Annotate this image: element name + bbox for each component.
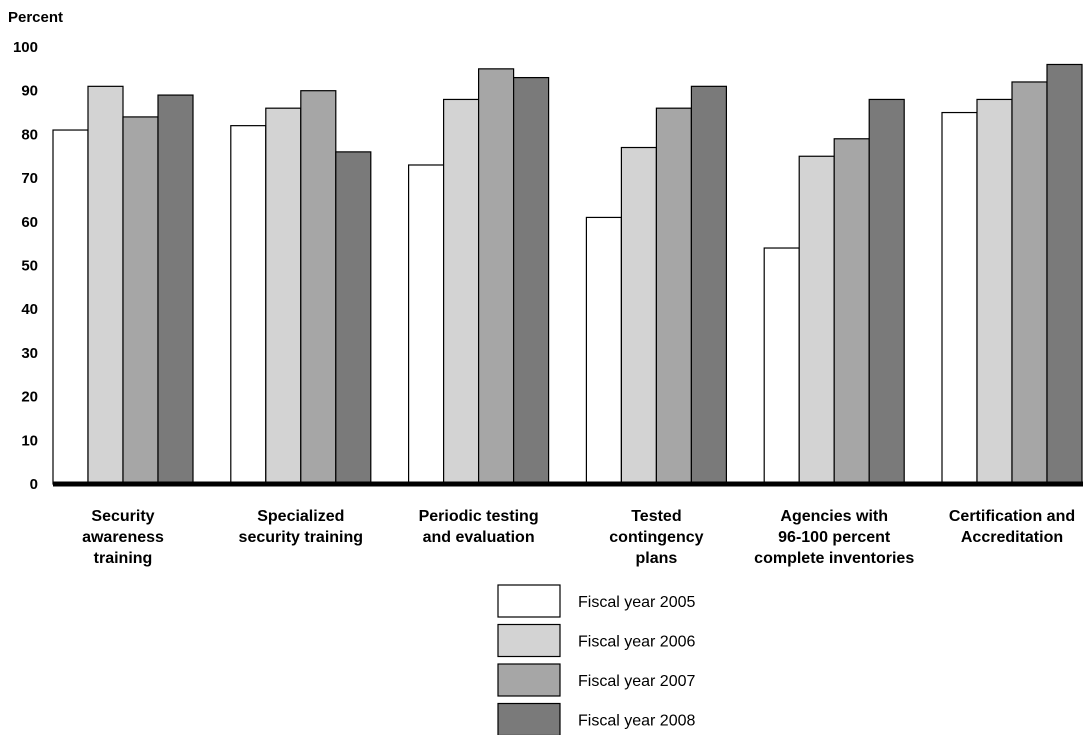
category-label: Certification and bbox=[949, 508, 1075, 525]
bar bbox=[300, 90, 337, 485]
bar bbox=[976, 98, 1013, 485]
y-tick-label: 40 bbox=[21, 301, 38, 318]
y-tick-label: 20 bbox=[21, 389, 38, 406]
legend-swatch bbox=[497, 702, 561, 735]
y-tick-label: 80 bbox=[21, 126, 38, 143]
bar bbox=[87, 85, 124, 485]
bar bbox=[408, 164, 445, 485]
bar bbox=[690, 85, 728, 485]
bar bbox=[833, 138, 870, 485]
bar bbox=[763, 247, 800, 485]
category-label: Specialized bbox=[257, 508, 344, 525]
bar bbox=[585, 216, 623, 485]
bar bbox=[620, 146, 658, 485]
legend-swatch bbox=[497, 663, 561, 697]
y-tick-label: 0 bbox=[30, 476, 38, 493]
y-tick-label: 100 bbox=[13, 39, 38, 56]
category-label: Tested bbox=[631, 508, 681, 525]
legend-label: Fiscal year 2008 bbox=[578, 713, 695, 730]
bar bbox=[1046, 63, 1083, 485]
bar bbox=[941, 111, 978, 485]
category-label: contingency bbox=[609, 529, 703, 546]
bar bbox=[157, 94, 194, 485]
category-label: Agencies with bbox=[780, 508, 888, 525]
category-label: Periodic testing bbox=[419, 508, 539, 525]
category-labels: Security awareness training Specialized secu… bbox=[82, 508, 1075, 567]
bar bbox=[798, 155, 835, 485]
bar bbox=[230, 125, 267, 485]
bar bbox=[868, 98, 905, 485]
legend-label: Fiscal year 2007 bbox=[578, 673, 695, 690]
bar bbox=[335, 151, 372, 485]
category-label: training bbox=[94, 550, 153, 567]
bar bbox=[52, 129, 89, 485]
y-tick-label: 70 bbox=[21, 170, 38, 187]
category-label: complete inventories bbox=[754, 550, 914, 567]
legend: Fiscal year 2005 Fiscal year 2006 Fiscal y… bbox=[497, 584, 695, 735]
category-label: 96-100 percent bbox=[778, 529, 891, 546]
category-label: Accreditation bbox=[961, 529, 1063, 546]
bar bbox=[443, 98, 480, 485]
category-label: security training bbox=[239, 529, 363, 546]
y-axis-ticks: 0 10 20 30 40 50 60 70 80 90 100 bbox=[13, 39, 38, 493]
y-tick-label: 30 bbox=[21, 345, 38, 362]
bar bbox=[265, 107, 302, 485]
y-tick-label: 60 bbox=[21, 214, 38, 231]
y-axis-label: Percent bbox=[8, 9, 63, 26]
bar bbox=[478, 68, 515, 485]
category-label: and evaluation bbox=[423, 529, 535, 546]
legend-swatch bbox=[497, 623, 561, 658]
bar bbox=[1011, 81, 1048, 485]
y-tick-label: 50 bbox=[21, 258, 38, 275]
y-tick-label: 90 bbox=[21, 83, 38, 100]
legend-label: Fiscal year 2005 bbox=[578, 594, 695, 611]
category-label: Security bbox=[91, 508, 154, 525]
y-tick-label: 10 bbox=[21, 432, 38, 449]
legend-swatch bbox=[497, 584, 561, 618]
legend-label: Fiscal year 2006 bbox=[578, 634, 695, 651]
bar bbox=[122, 116, 159, 485]
bar bbox=[512, 76, 550, 485]
bars bbox=[52, 63, 1083, 485]
category-label: plans bbox=[636, 550, 678, 567]
bar bbox=[655, 107, 693, 485]
category-label: awareness bbox=[82, 529, 164, 546]
